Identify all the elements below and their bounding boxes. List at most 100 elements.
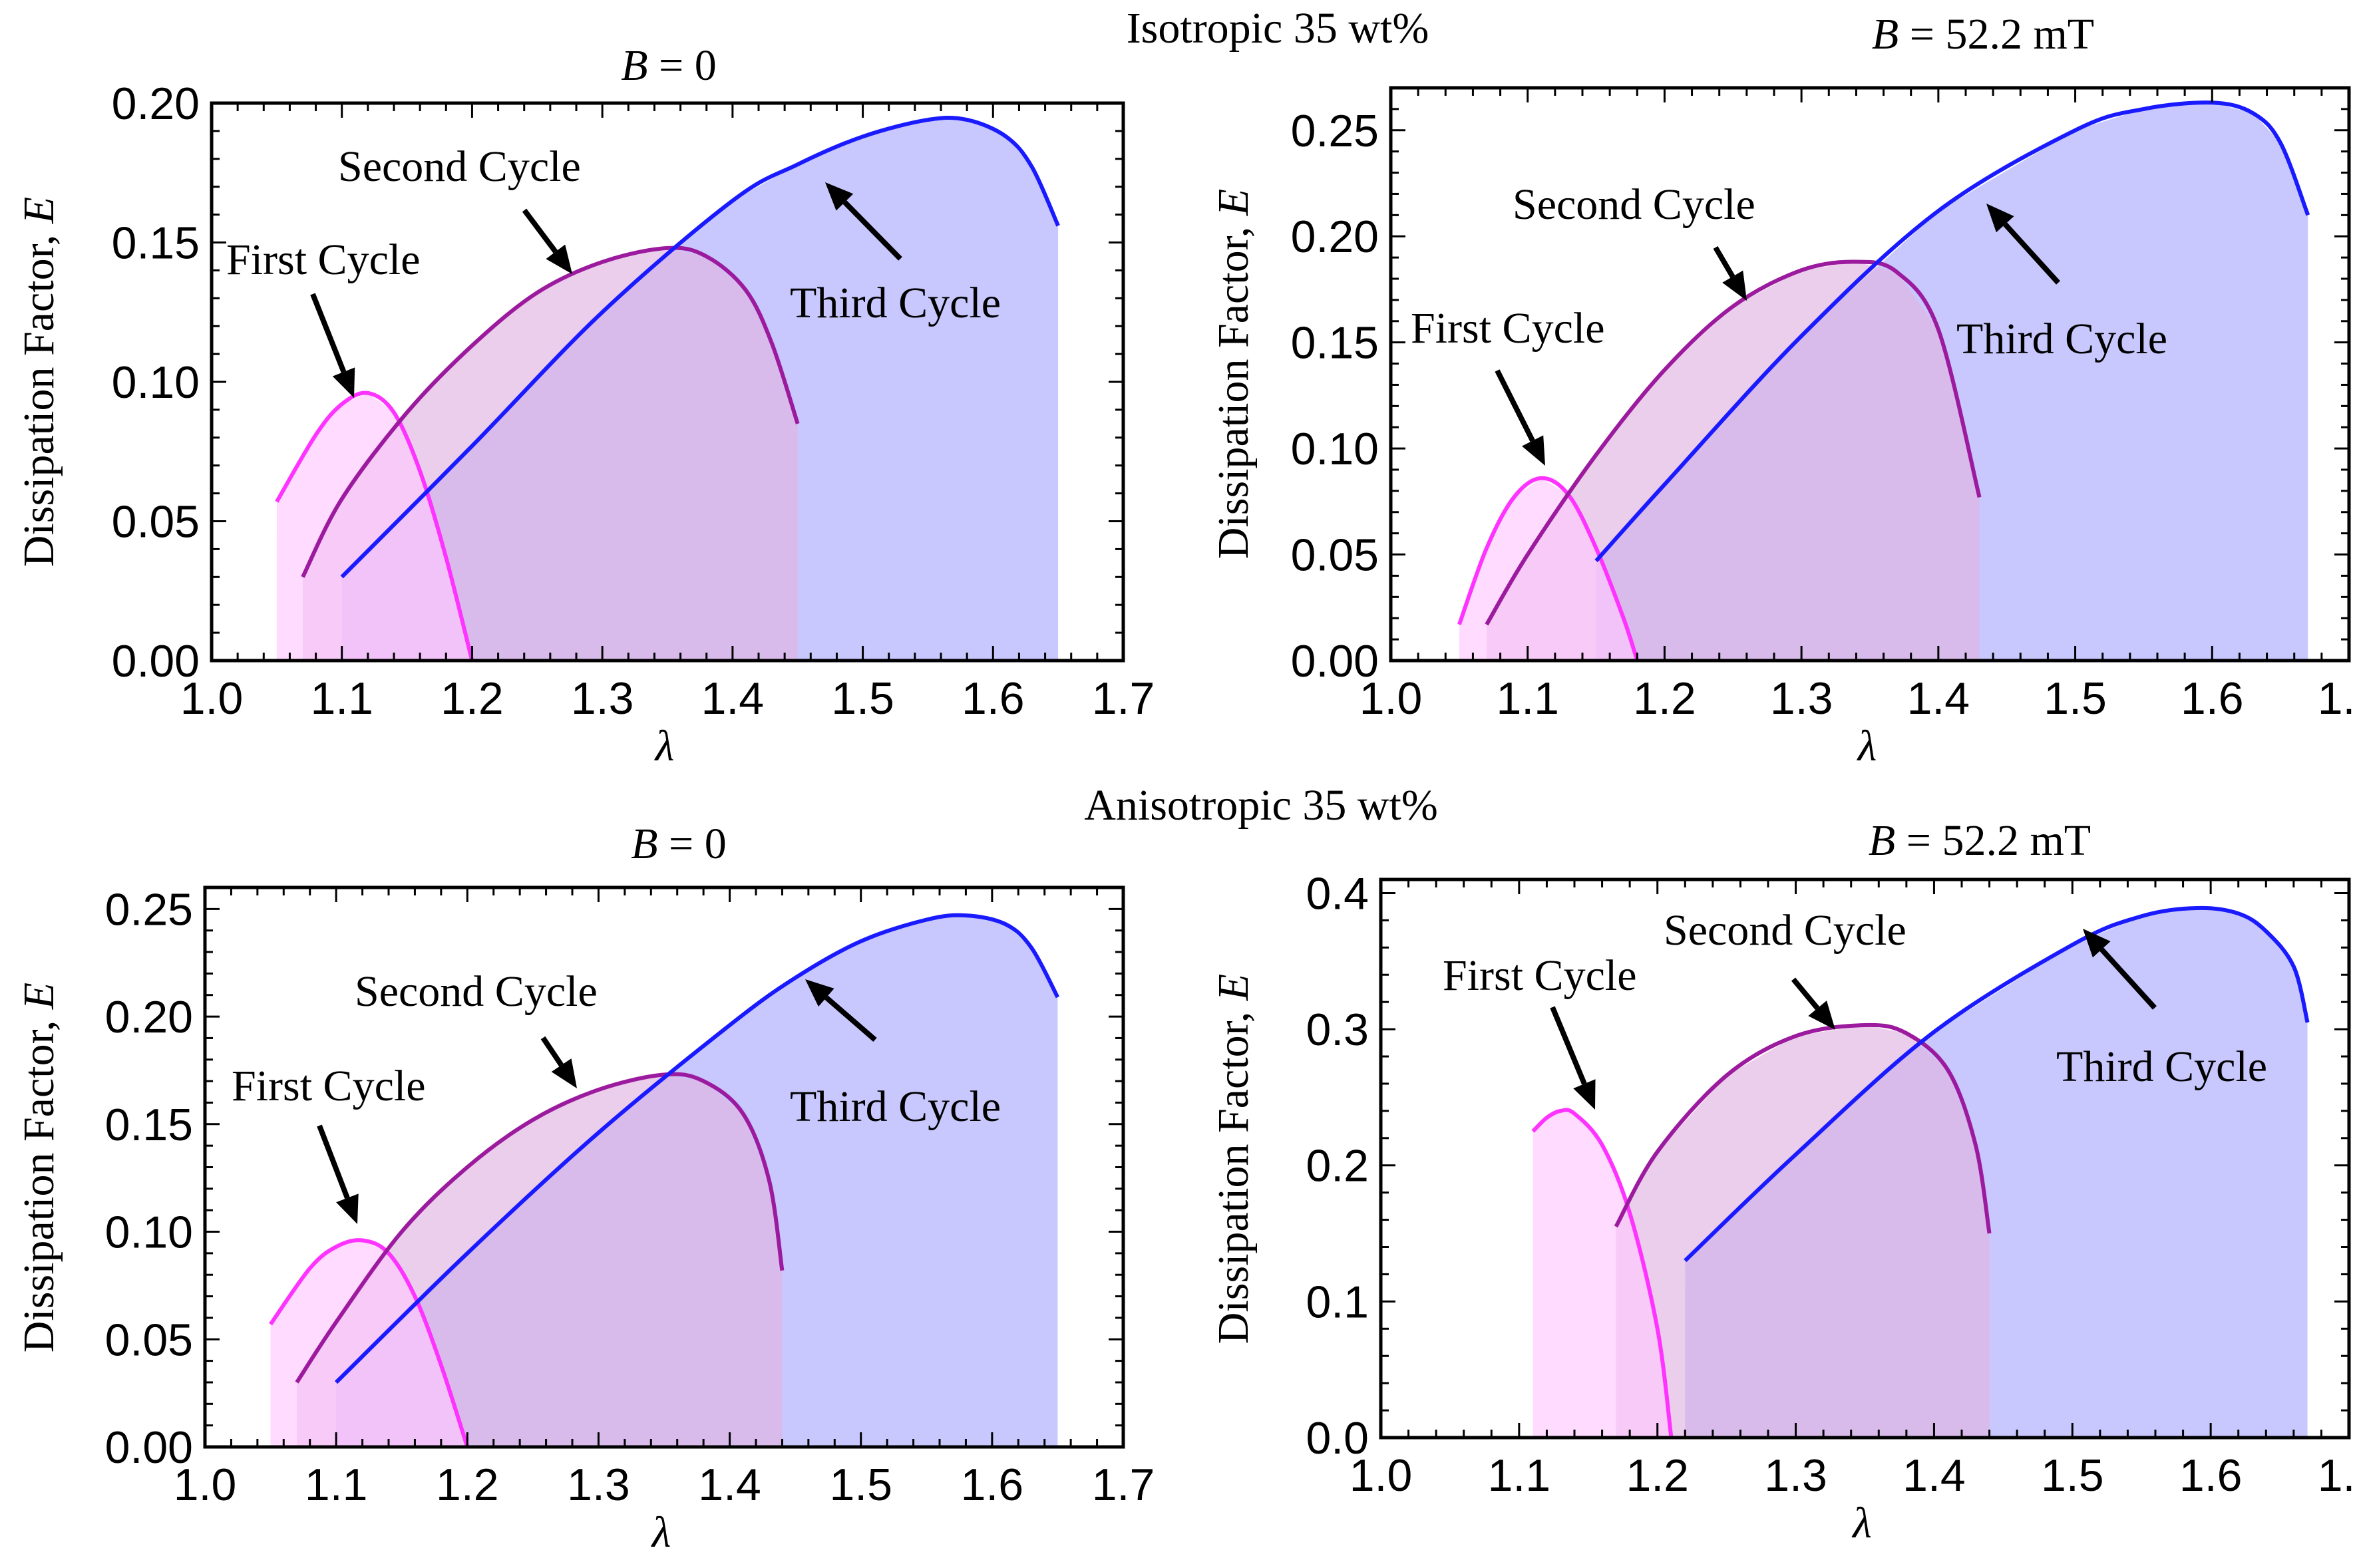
first-cycle-annotation: First Cycle bbox=[1443, 951, 1637, 1000]
third-cycle-arrow bbox=[2003, 222, 2060, 285]
y-tick-label: 0.10 bbox=[105, 1207, 193, 1258]
y-tick-label: 0.00 bbox=[105, 1422, 193, 1473]
plot-frame bbox=[1389, 86, 2351, 663]
third-cycle-arrowhead bbox=[2083, 929, 2111, 958]
panel-title: B = 52.2 mT bbox=[1869, 816, 2091, 865]
y-tick-label: 0.00 bbox=[1291, 636, 1379, 687]
y-axis-label-text: Dissipation Factor, bbox=[15, 224, 63, 567]
y-axis-label-var: E bbox=[15, 983, 63, 1010]
x-tick-label: 1.7 bbox=[1092, 673, 1155, 724]
first-cycle-line bbox=[1531, 1108, 1674, 1438]
x-tick-label: 1.5 bbox=[2044, 673, 2107, 724]
second-cycle-line bbox=[1485, 259, 1982, 626]
y-tick-label: 0.05 bbox=[1291, 530, 1379, 581]
second-cycle-arrow bbox=[1791, 977, 1820, 1011]
x-tick-label: 1.3 bbox=[567, 1460, 630, 1510]
first-cycle-arrow bbox=[1550, 1006, 1587, 1085]
second-cycle-arrow bbox=[1713, 245, 1735, 278]
plot-area bbox=[1457, 100, 2310, 661]
panels: 1.0 1.1 1.2 1.3 1.4 1.5 1.6 1.7 0.00 0.05 0.10 0.15… bbox=[15, 10, 2355, 1557]
third-cycle-arrowhead bbox=[825, 182, 854, 211]
x-tick-label: 1.0 bbox=[1359, 673, 1423, 724]
panel-title: B = 52.2 mT bbox=[1872, 10, 2094, 59]
panel-title: B = 0 bbox=[621, 41, 717, 90]
first-cycle-arrow bbox=[317, 1124, 350, 1199]
second-cycle-arrowhead bbox=[551, 1058, 577, 1088]
third-cycle-annotation: Third Cycle bbox=[790, 1082, 1001, 1131]
y-tick-label: 0.20 bbox=[1291, 212, 1379, 262]
y-tick-label: 0.0 bbox=[1306, 1413, 1369, 1464]
panel-2: 1.0 1.1 1.2 1.3 1.4 1.5 1.6 1.7 0.00 0.05 0.10 0.15… bbox=[1209, 10, 2355, 770]
second-cycle-line bbox=[1614, 1022, 1992, 1234]
first-cycle-line bbox=[269, 1238, 470, 1447]
x-tick-label: 1.7 bbox=[2318, 1450, 2355, 1501]
third-cycle-arrowhead bbox=[805, 979, 834, 1007]
second-cycle-arrow bbox=[522, 208, 558, 253]
first-cycle-line bbox=[275, 391, 474, 661]
x-tick-label: 1.4 bbox=[1902, 1450, 1966, 1501]
panel-title-var: B bbox=[621, 41, 647, 90]
x-tick-label: 1.5 bbox=[829, 1460, 892, 1510]
x-tick-label: 1.1 bbox=[1488, 1450, 1551, 1501]
first-cycle-annotation: First Cycle bbox=[232, 1062, 426, 1110]
section-title-isotropic: Isotropic 35 wt% bbox=[1127, 4, 1429, 53]
second-cycle-arrowhead bbox=[546, 244, 572, 274]
x-tick-label: 1.4 bbox=[698, 1460, 761, 1510]
y-axis-label-var: E bbox=[1209, 189, 1258, 216]
x-tick-label: 1.2 bbox=[436, 1460, 499, 1510]
y-tick-label: 0.20 bbox=[105, 992, 193, 1042]
y-axis-label: Dissipation Factor, E bbox=[1209, 974, 1258, 1344]
x-tick-label: 1.4 bbox=[701, 673, 765, 724]
second-cycle-area bbox=[1616, 1025, 1990, 1438]
panel-title-rest: = 52.2 mT bbox=[1899, 10, 2094, 59]
x-tick-label: 1.2 bbox=[1633, 673, 1696, 724]
panel-3: 1.0 1.1 1.2 1.3 1.4 1.5 1.6 1.7 0.00 0.05 0.10 0.15… bbox=[15, 820, 1155, 1557]
x-axis-label: λ bbox=[651, 1508, 671, 1557]
x-tick-label: 1.2 bbox=[1626, 1450, 1689, 1501]
y-tick-label: 0.4 bbox=[1306, 868, 1369, 919]
first-cycle-arrowhead bbox=[1573, 1079, 1596, 1110]
third-cycle-arrow bbox=[2099, 947, 2157, 1010]
x-tick-label: 1.7 bbox=[1092, 1460, 1155, 1510]
y-axis-label-text: Dissipation Factor, bbox=[1209, 1001, 1258, 1344]
x-tick-label: 1.3 bbox=[571, 673, 634, 724]
third-cycle-line bbox=[1684, 905, 2310, 1263]
second-cycle-arrow bbox=[540, 1036, 564, 1067]
x-axis-label: λ bbox=[1851, 1499, 1872, 1547]
x-tick-label: 1.0 bbox=[1350, 1450, 1413, 1501]
y-tick-label: 0.1 bbox=[1306, 1277, 1369, 1327]
plot-frame bbox=[1379, 877, 2351, 1440]
first-cycle-area bbox=[276, 392, 472, 661]
x-axis-label: λ bbox=[1857, 722, 1877, 770]
first-cycle-area bbox=[1533, 1110, 1672, 1438]
y-tick-label: 0.15 bbox=[105, 1100, 193, 1150]
x-tick-label: 1.6 bbox=[962, 673, 1025, 724]
second-cycle-arrowhead bbox=[1808, 1001, 1835, 1030]
second-cycle-area bbox=[1487, 261, 1980, 661]
panel-1: 1.0 1.1 1.2 1.3 1.4 1.5 1.6 1.7 0.00 0.05 0.10 0.15… bbox=[15, 41, 1155, 770]
x-tick-label: 1.4 bbox=[1907, 673, 1970, 724]
x-tick-label: 1.5 bbox=[831, 673, 894, 724]
plot-area bbox=[269, 913, 1060, 1447]
y-axis-label-var: E bbox=[1209, 974, 1258, 1001]
y-tick-label: 0.25 bbox=[105, 884, 193, 935]
x-tick-label: 1.6 bbox=[2181, 673, 2244, 724]
first-cycle-area bbox=[1459, 478, 1638, 661]
third-cycle-line bbox=[1594, 100, 2310, 563]
y-tick-label: 0.00 bbox=[112, 636, 200, 687]
third-cycle-annotation: Third Cycle bbox=[790, 279, 1001, 327]
first-cycle-arrowhead bbox=[332, 367, 355, 398]
third-cycle-line bbox=[340, 115, 1060, 579]
first-cycle-annotation: First Cycle bbox=[1411, 304, 1605, 353]
y-axis-label: Dissipation Factor, E bbox=[15, 197, 63, 567]
first-cycle-area bbox=[270, 1240, 468, 1447]
x-tick-label: 1.7 bbox=[2318, 673, 2355, 724]
plot-area bbox=[1531, 905, 2310, 1438]
y-tick-label: 0.2 bbox=[1306, 1141, 1369, 1191]
y-axis-label: Dissipation Factor, E bbox=[1209, 189, 1258, 559]
third-cycle-annotation: Third Cycle bbox=[2056, 1042, 2267, 1091]
x-tick-label: 1.3 bbox=[1770, 673, 1833, 724]
x-tick-label: 1.0 bbox=[174, 1460, 237, 1510]
x-tick-label: 1.2 bbox=[441, 673, 504, 724]
